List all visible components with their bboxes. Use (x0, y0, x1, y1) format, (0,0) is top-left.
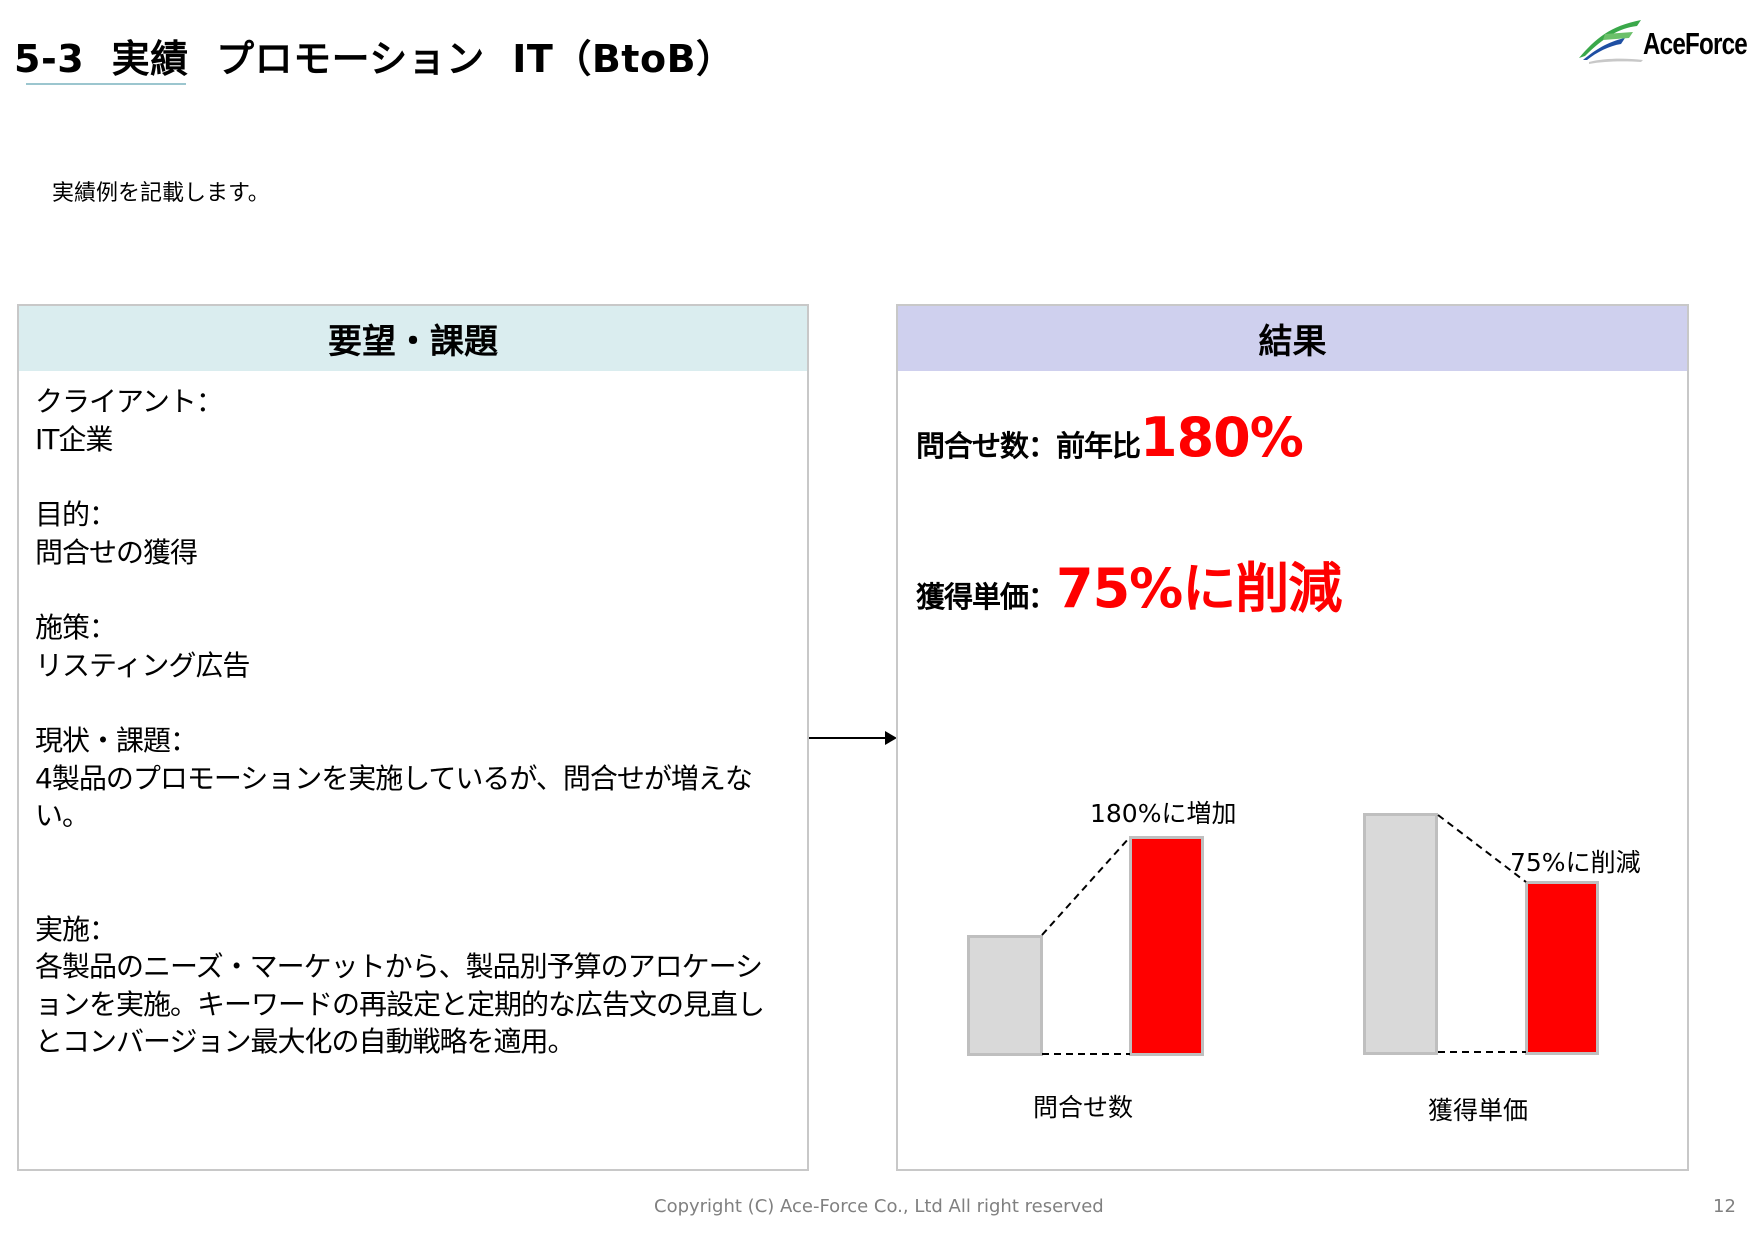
section-label: 実施： (35, 912, 117, 946)
chart2-annotation: 75%に削減 (1510, 848, 1641, 877)
aceforce-logo-icon (1579, 20, 1643, 64)
requirements-panel: 要望・課題 クライアント： IT企業 目的： 問合せの獲得 施策： リスティング… (17, 304, 809, 1171)
chart1-bar-before (967, 935, 1043, 1056)
section-measure: 施策： リスティング広告 (35, 609, 791, 684)
section-label: 目的： (35, 498, 117, 531)
section-text: 各製品のニーズ・マーケットから、製品別予算のアロケーションを実施。キーワードの再… (35, 950, 765, 1058)
requirements-body: クライアント： IT企業 目的： 問合せの獲得 施策： リスティング広告 現状・… (19, 371, 807, 1111)
section-client: クライアント： IT企業 (35, 383, 791, 458)
result-value: 75%に削減 (1056, 557, 1342, 620)
intro-text: 実績例を記載します。 (52, 181, 270, 206)
result-label: 獲得単価： (916, 580, 1057, 614)
chart1-connector-lines (1041, 836, 1131, 1055)
section-implementation: 実施： 各製品のニーズ・マーケットから、製品別予算のアロケーションを実施。キーワ… (35, 911, 791, 1061)
chart2-bar-after (1525, 881, 1599, 1055)
chart2-category-label: 獲得単価 (1428, 1096, 1529, 1125)
section-label: 施策： (35, 611, 117, 644)
result-inquiries: 問合せ数：前年比180% (916, 406, 1304, 469)
chart2-connector-lines (1437, 814, 1527, 1053)
copyright-text: Copyright (C) Ace-Force Co., Ltd All rig… (654, 1196, 1104, 1217)
section-purpose: 目的： 問合せの獲得 (35, 496, 791, 571)
result-label: 問合せ数：前年比 (916, 429, 1141, 463)
chart2-bar-before (1363, 813, 1438, 1055)
chart1-category-label: 問合せ数 (1033, 1093, 1134, 1122)
arrow-right-icon (885, 731, 897, 745)
arrow-line (809, 737, 887, 739)
section-issue: 現状・課題： 4製品のプロモーションを実施しているが、問合せが増えない。 (35, 722, 791, 835)
page-number: 12 (1713, 1196, 1736, 1217)
section-text: 4製品のプロモーションを実施しているが、問合せが増えない。 (35, 761, 753, 833)
title-underline (26, 83, 186, 85)
page-title: 5-3 実績 プロモーション IT（BtoB） (14, 37, 735, 81)
section-text: 問合せの獲得 (35, 535, 198, 569)
requirements-header: 要望・課題 (19, 306, 807, 371)
logo-text: AceForce (1643, 26, 1748, 61)
chart1-bar-after (1129, 836, 1204, 1056)
section-text: リスティング広告 (35, 648, 250, 682)
chart1-annotation: 180%に増加 (1090, 799, 1237, 828)
result-value: 180% (1140, 406, 1304, 469)
result-cpa: 獲得単価：75%に削減 (916, 544, 1342, 623)
section-label: 現状・課題： (35, 724, 198, 757)
section-label: クライアント： (35, 385, 224, 418)
company-logo: AceForce (1575, 12, 1755, 72)
results-header: 結果 (898, 306, 1687, 371)
section-text: IT企業 (35, 422, 113, 456)
